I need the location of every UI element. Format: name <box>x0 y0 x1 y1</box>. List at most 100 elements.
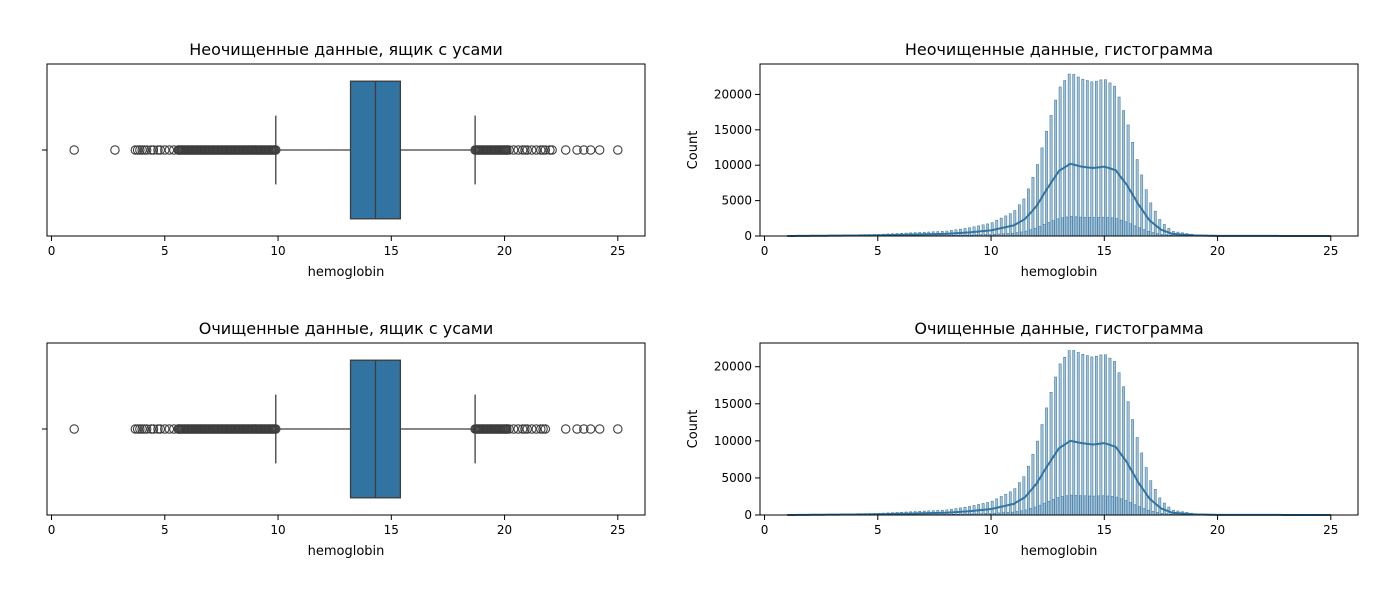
clean-histogram-bar <box>1131 419 1135 516</box>
raw-histogram-bar <box>1049 115 1053 237</box>
raw-histogram-bar <box>1106 217 1110 237</box>
clean-histogram-bar <box>1094 355 1098 516</box>
clean-histogram-bar <box>1054 376 1057 516</box>
raw-histogram-bar <box>1058 86 1062 237</box>
clean-histogram-bar <box>1058 363 1062 516</box>
raw-boxplot-outlier <box>526 145 537 155</box>
clean-histogram-bar <box>1027 465 1030 516</box>
clean-histogram-ytick-label: 20000 <box>714 360 752 374</box>
clean-boxplot-xtick-label: 10 <box>270 523 285 537</box>
raw-histogram-bar <box>1131 141 1135 237</box>
clean-boxplot-outlier <box>560 424 571 434</box>
raw-histogram-bar <box>1042 224 1046 237</box>
raw-boxplot-outlier <box>169 145 179 155</box>
clean-boxplot-outlier <box>130 424 141 434</box>
clean-histogram-bar <box>1126 401 1130 516</box>
clean-histogram-xtick-label: 25 <box>1323 523 1338 537</box>
raw-histogram-bar <box>1024 230 1028 237</box>
clean-histogram-bar <box>1083 495 1087 516</box>
raw-boxplot-xtick-label: 0 <box>48 244 56 258</box>
clean-boxplot-outlier <box>538 424 548 434</box>
raw-boxplot-outlier <box>164 145 175 155</box>
raw-histogram-bar <box>1079 216 1082 237</box>
clean-histogram-bar <box>1122 386 1125 516</box>
raw-histogram-ytick-label: 0 <box>744 229 752 243</box>
raw-histogram-title: Неочищенные данные, гистограмма <box>905 40 1213 59</box>
raw-boxplot-xtick-label: 20 <box>497 244 512 258</box>
clean-histogram-bar <box>1065 495 1069 516</box>
raw-boxplot-outlier <box>155 145 166 155</box>
clean-boxplot-outlier <box>153 424 163 434</box>
clean-histogram-bar <box>1042 502 1046 516</box>
clean-boxplot-outlier <box>520 424 530 434</box>
clean-boxplot-outlier <box>572 424 582 434</box>
raw-boxplot-outlier <box>522 145 532 155</box>
raw-boxplot-xtick-label: 5 <box>161 244 169 258</box>
raw-histogram-bar <box>1085 80 1089 237</box>
raw-boxplot-outlier <box>502 145 512 155</box>
raw-boxplot-outlier <box>579 145 589 155</box>
raw-histogram-bar <box>1119 219 1123 237</box>
clean-boxplot-outlier <box>526 424 537 434</box>
raw-histogram-bar <box>1065 216 1069 237</box>
raw-histogram-bar <box>1138 227 1141 237</box>
clean-boxplot-outlier <box>164 424 175 434</box>
clean-histogram-bar <box>1117 372 1121 516</box>
clean-histogram-bar <box>1151 511 1155 516</box>
raw-boxplot-outlier <box>520 145 530 155</box>
clean-histogram-bar <box>1040 424 1044 516</box>
clean-boxplot-outlier <box>135 424 145 434</box>
clean-histogram-bar <box>1135 437 1139 516</box>
raw-boxplot-title: Неочищенные данные, ящик с усами <box>189 40 503 59</box>
raw-boxplot-outlier <box>517 145 528 155</box>
raw-histogram-bar <box>1027 188 1030 237</box>
clean-histogram-ytick-label: 0 <box>744 508 752 522</box>
raw-boxplot-outlier <box>504 145 514 155</box>
clean-boxplot-xtick-label: 5 <box>161 523 169 537</box>
raw-boxplot-xlabel: hemoglobin <box>308 265 385 280</box>
clean-histogram-bar <box>1110 496 1114 516</box>
raw-histogram-bar <box>1088 217 1091 237</box>
raw-histogram-bar <box>1128 223 1132 237</box>
clean-boxplot-xtick-label: 15 <box>384 523 399 537</box>
raw-histogram-bar <box>1142 229 1146 237</box>
raw-histogram-bar <box>1067 73 1071 237</box>
raw-histogram-ytick-label: 10000 <box>714 158 752 172</box>
clean-boxplot-outlier <box>522 424 532 434</box>
clean-histogram-bar <box>1033 506 1037 516</box>
raw-histogram-ytick-label: 5000 <box>721 194 752 208</box>
raw-histogram-xtick-label: 25 <box>1323 244 1338 258</box>
clean-boxplot-outlier <box>502 424 512 434</box>
clean-histogram-bar <box>1008 491 1012 516</box>
clean-boxplot-outlier <box>531 424 542 434</box>
clean-histogram-bar <box>1140 452 1144 516</box>
raw-histogram-bar <box>1063 80 1067 237</box>
clean-histogram-bar <box>1056 497 1060 516</box>
clean-boxplot-outlier <box>169 424 179 434</box>
raw-boxplot-outlier <box>536 145 546 155</box>
clean-histogram-xtick-label: 20 <box>1210 523 1225 537</box>
clean-boxplot-outlier <box>155 424 166 434</box>
raw-histogram-bar <box>1076 76 1080 237</box>
raw-histogram-bar <box>1081 78 1085 237</box>
clean-histogram-bar <box>1051 499 1055 516</box>
raw-histogram-bar <box>1140 174 1144 237</box>
raw-histogram-bar <box>1115 218 1119 237</box>
raw-histogram-bar <box>1017 204 1021 237</box>
raw-histogram-bar <box>1051 220 1055 237</box>
raw-boxplot-outlier <box>271 145 281 155</box>
clean-boxplot-panel: Очищенные данные, ящик с усами hemoglobi… <box>42 319 646 559</box>
clean-boxplot-outlier <box>160 424 170 434</box>
clean-histogram-bar <box>1113 361 1116 516</box>
clean-boxplot-outlier <box>173 424 184 434</box>
raw-histogram-bar <box>1036 164 1039 237</box>
raw-histogram-bar <box>1029 229 1033 237</box>
clean-histogram-bar <box>1104 354 1107 516</box>
raw-histogram-bar <box>1040 147 1044 237</box>
clean-histogram-bar <box>1147 509 1150 516</box>
raw-histogram-bar <box>1151 232 1155 237</box>
clean-histogram-bar <box>1074 495 1078 516</box>
clean-boxplot-outlier <box>594 424 605 434</box>
raw-boxplot-outlier <box>132 145 143 155</box>
